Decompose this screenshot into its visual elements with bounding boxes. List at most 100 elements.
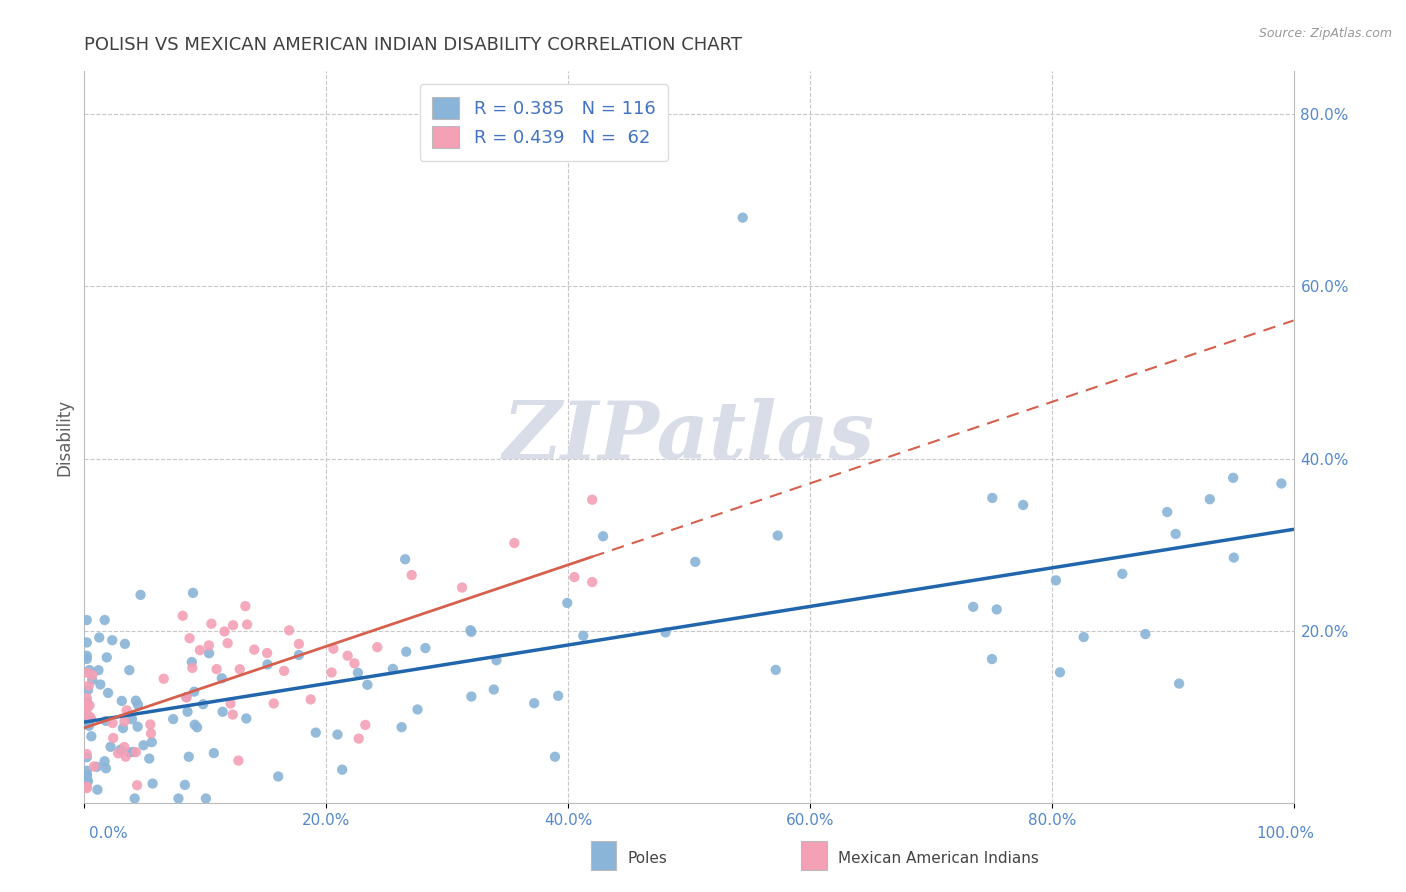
Point xyxy=(76,648,98,663)
Point xyxy=(406,702,429,716)
Point xyxy=(103,731,125,745)
Point xyxy=(174,690,197,705)
Point xyxy=(101,633,124,648)
Point xyxy=(451,581,474,595)
Y-axis label: Disability: Disability xyxy=(55,399,73,475)
Point xyxy=(235,711,257,725)
Point xyxy=(94,714,117,728)
Point xyxy=(76,691,98,706)
Point xyxy=(110,742,132,756)
Point xyxy=(986,602,1008,616)
Point xyxy=(200,616,222,631)
Point xyxy=(125,693,148,707)
Point xyxy=(401,568,423,582)
Point xyxy=(152,672,174,686)
Point xyxy=(1073,630,1095,644)
Point xyxy=(460,624,482,638)
Point xyxy=(555,596,578,610)
Point xyxy=(89,677,111,691)
Point xyxy=(547,689,569,703)
Text: 100.0%: 100.0% xyxy=(1257,827,1315,841)
Point xyxy=(243,642,266,657)
Point xyxy=(181,661,204,675)
Point xyxy=(1222,471,1244,485)
Point xyxy=(176,705,198,719)
Point xyxy=(111,694,134,708)
Point xyxy=(222,618,245,632)
Point xyxy=(322,641,344,656)
Point xyxy=(83,759,105,773)
Point xyxy=(366,640,388,655)
Point xyxy=(256,657,278,672)
Point xyxy=(581,575,603,590)
Point xyxy=(82,673,104,687)
Point xyxy=(112,714,135,729)
Point xyxy=(731,211,754,225)
Point xyxy=(222,707,245,722)
Point xyxy=(981,652,1004,666)
Point xyxy=(142,776,165,790)
Point xyxy=(1111,566,1133,581)
Point xyxy=(79,698,101,713)
Point xyxy=(485,653,508,667)
Point xyxy=(962,599,984,614)
Point xyxy=(330,763,353,777)
Point xyxy=(321,665,343,680)
Point xyxy=(118,663,141,677)
Point xyxy=(172,608,194,623)
Point xyxy=(592,529,614,543)
Point xyxy=(460,624,482,639)
Point xyxy=(183,684,205,698)
Point xyxy=(214,624,236,639)
Point xyxy=(765,663,787,677)
Point xyxy=(263,697,285,711)
Point xyxy=(326,727,349,741)
Point xyxy=(76,613,98,627)
Point xyxy=(1045,574,1067,588)
Point xyxy=(93,754,115,768)
Point xyxy=(354,718,377,732)
Point xyxy=(544,749,567,764)
Point xyxy=(132,739,155,753)
Text: Poles: Poles xyxy=(627,852,666,866)
Point xyxy=(181,586,204,600)
Point xyxy=(141,735,163,749)
Point xyxy=(654,625,676,640)
Point xyxy=(114,637,136,651)
Point xyxy=(76,768,98,782)
Point xyxy=(205,662,228,676)
Point xyxy=(122,745,145,759)
Point xyxy=(685,555,707,569)
Point xyxy=(256,646,278,660)
Point xyxy=(101,716,124,731)
Point xyxy=(77,709,100,723)
Point xyxy=(115,703,138,717)
Point xyxy=(188,643,211,657)
Point xyxy=(482,682,505,697)
Point xyxy=(766,528,789,542)
Point xyxy=(391,720,413,734)
Point xyxy=(76,652,98,666)
Point xyxy=(381,662,404,676)
Point xyxy=(1049,665,1071,680)
Point xyxy=(127,698,149,712)
Point xyxy=(162,712,184,726)
Point xyxy=(336,648,359,663)
Point xyxy=(125,745,148,759)
Point xyxy=(1012,498,1035,512)
Point xyxy=(97,686,120,700)
Point xyxy=(564,570,586,584)
Point xyxy=(503,536,526,550)
Point xyxy=(1198,492,1220,507)
Point xyxy=(1156,505,1178,519)
Point xyxy=(176,690,198,705)
Point xyxy=(229,662,252,676)
Point xyxy=(1270,476,1292,491)
Point xyxy=(219,697,242,711)
Point xyxy=(1135,627,1157,641)
Point xyxy=(267,770,290,784)
Point xyxy=(127,778,149,792)
Point xyxy=(228,754,250,768)
Point xyxy=(139,726,162,740)
Point xyxy=(581,492,603,507)
